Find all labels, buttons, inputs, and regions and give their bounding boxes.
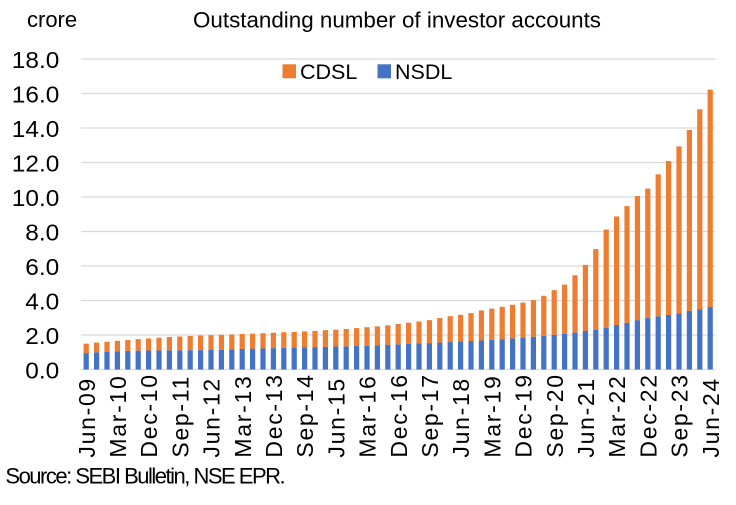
svg-text:NSDL: NSDL [395,60,452,84]
svg-text:Jun-15: Jun-15 [323,377,349,458]
svg-text:Source: SEBI Bulletin, NSE EPR: Source: SEBI Bulletin, NSE EPR. [5,464,284,489]
svg-text:Jun-24: Jun-24 [698,377,724,458]
svg-text:Dec-22: Dec-22 [635,373,661,457]
svg-text:Dec-10: Dec-10 [136,373,162,457]
svg-text:Sep-14: Sep-14 [292,373,318,457]
svg-text:Dec-19: Dec-19 [511,373,537,457]
svg-text:crore: crore [27,7,77,32]
svg-text:Mar-16: Mar-16 [355,375,381,458]
svg-text:16.0: 16.0 [12,82,60,108]
svg-text:Mar-13: Mar-13 [230,375,256,458]
svg-text:0.0: 0.0 [25,358,59,384]
svg-text:10.0: 10.0 [12,185,60,211]
svg-text:6.0: 6.0 [25,254,59,280]
svg-text:4.0: 4.0 [25,289,59,315]
svg-text:Outstanding number of investor: Outstanding number of investor accounts [193,8,601,33]
svg-text:Dec-13: Dec-13 [261,373,287,457]
svg-text:2.0: 2.0 [25,323,59,349]
svg-text:Sep-17: Sep-17 [417,373,443,457]
svg-text:Jun-12: Jun-12 [199,377,225,458]
svg-text:Mar-19: Mar-19 [479,375,505,458]
svg-text:12.0: 12.0 [12,151,60,177]
svg-text:Jun-21: Jun-21 [573,377,599,458]
svg-text:Jun-09: Jun-09 [74,377,100,458]
svg-text:8.0: 8.0 [25,220,59,246]
svg-text:Jun-18: Jun-18 [448,377,474,458]
svg-text:Sep-23: Sep-23 [667,373,693,457]
svg-text:Sep-11: Sep-11 [167,375,193,458]
svg-text:Dec-16: Dec-16 [386,373,412,457]
svg-text:CDSL: CDSL [300,60,357,84]
svg-text:Mar-10: Mar-10 [105,375,131,458]
svg-text:Mar-22: Mar-22 [604,375,630,458]
svg-text:14.0: 14.0 [12,116,60,142]
svg-text:Sep-20: Sep-20 [542,373,568,457]
svg-text:18.0: 18.0 [12,47,60,73]
